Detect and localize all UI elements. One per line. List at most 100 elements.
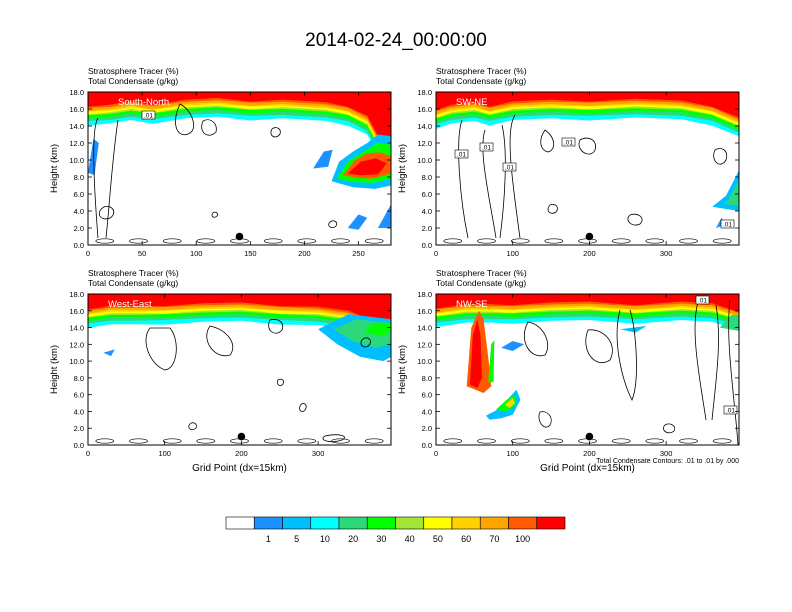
- y-tick-label: 18.0: [69, 290, 84, 299]
- y-tick-label: 12.0: [69, 340, 84, 349]
- y-tick-label: 0.0: [74, 241, 84, 250]
- condensate-contour: [509, 114, 521, 239]
- condensate-contour: [679, 238, 698, 244]
- colorbar-swatch: [310, 516, 340, 530]
- x-tick-label: 200: [583, 449, 596, 458]
- condensate-contour: [364, 238, 384, 244]
- tracer-blob: [505, 398, 515, 409]
- x-tick-label: 200: [583, 249, 596, 258]
- y-tick-label: 4.0: [422, 207, 432, 216]
- condensate-contour: [360, 337, 371, 348]
- colorbar-label: 5: [294, 534, 299, 544]
- condensate-contour: [188, 422, 197, 431]
- y-tick-label: 14.0: [417, 324, 432, 333]
- panel-sw-ne: .01 .01 .01 .01 .01 0.0 2.0 4.0 6.0 8.0 10.0 12.0 14…: [397, 66, 740, 258]
- x-tick-label: 50: [138, 249, 146, 258]
- condensate-contour: [175, 103, 194, 136]
- condensate-contour: [328, 220, 338, 229]
- y-tick-label: 2.0: [422, 224, 432, 233]
- condensate-contour: [611, 238, 631, 244]
- condensate-contour: [544, 438, 564, 444]
- panel-title-line: Total Condensate (g/kg): [88, 278, 178, 288]
- location-marker: [235, 232, 244, 241]
- y-tick-label: 10.0: [69, 357, 84, 366]
- y-tick-label: 10.0: [69, 156, 84, 165]
- y-tick-label: 6.0: [74, 391, 84, 400]
- colorbar-label: 20: [348, 534, 358, 544]
- condensate-contour: [331, 238, 350, 244]
- x-tick-label: 100: [158, 449, 171, 458]
- cross-section-label: NW-SE: [456, 299, 488, 310]
- condensate-contour: [299, 403, 307, 412]
- x-tick-label: 300: [660, 449, 673, 458]
- condensate-contour: [196, 238, 216, 244]
- colorbar-label: 1: [266, 534, 271, 544]
- colorbar-label: 30: [376, 534, 386, 544]
- y-tick-label: 18.0: [417, 290, 432, 299]
- condensate-contour: [611, 438, 631, 444]
- tracer-patch: [347, 214, 368, 230]
- y-tick-label: 0.0: [422, 241, 432, 250]
- condensate-contour: [364, 438, 384, 444]
- contour-label: .01: [726, 408, 735, 415]
- x-tick-label: 100: [190, 249, 203, 258]
- y-tick-label: 14.0: [69, 324, 84, 333]
- y-tick-label: 8.0: [74, 374, 84, 383]
- x-tick-label: 100: [506, 249, 519, 258]
- contour-label-box: [502, 162, 517, 172]
- colorbar: 1 5 10 20 30 40 50 60 70 100: [225, 516, 566, 544]
- tracer-patch: [313, 149, 333, 169]
- tracer-patch: [378, 204, 391, 228]
- y-tick-label: 2.0: [74, 224, 84, 233]
- y-tick-label: 6.0: [422, 190, 432, 199]
- panel-title-line: Total Condensate (g/kg): [436, 76, 526, 86]
- x-tick-label: 250: [352, 249, 365, 258]
- condensate-contour: [268, 319, 284, 334]
- colorbar-label: 10: [320, 534, 330, 544]
- condensate-contour: [270, 127, 281, 138]
- y-tick-label: 4.0: [422, 407, 432, 416]
- condensate-contour: [547, 204, 558, 214]
- condensate-contour: [297, 238, 317, 244]
- panel-south-north: .01 0.0 2.0 4.0 6.0 8.0 10.0 12.0 14.0 16.0 18.0 0 5…: [49, 66, 392, 258]
- colorbar-swatch: [338, 516, 368, 530]
- y-tick-label: 12.0: [417, 139, 432, 148]
- contour-label: .01: [505, 165, 514, 172]
- tracer-field: .01: [88, 92, 391, 244]
- condensate-contour: [129, 238, 148, 244]
- condensate-contour: [679, 438, 698, 444]
- tracer-band: [88, 294, 391, 324]
- x-axis-label: Grid Point (dx=15km): [540, 463, 635, 474]
- contour-label: .01: [564, 140, 573, 147]
- condensate-contour: [616, 309, 637, 401]
- tracer-patch: [620, 325, 647, 333]
- plot-frame: [87, 91, 392, 246]
- panel-title-line: Stratosphere Tracer (%): [88, 66, 179, 76]
- contour-label-box: [561, 137, 576, 147]
- y-tick-label: 14.0: [69, 122, 84, 131]
- condensate-contour: [585, 329, 613, 363]
- x-tick-label: 300: [660, 249, 673, 258]
- tracer-streamer: [488, 340, 495, 383]
- condensate-contour: [129, 438, 148, 444]
- contour-label: .01: [698, 298, 707, 305]
- tracer-patch: [103, 349, 115, 357]
- location-marker: [585, 232, 594, 241]
- tracer-streamer: [469, 319, 482, 388]
- colorbar-swatch: [253, 516, 283, 530]
- tracer-field: [88, 294, 391, 444]
- condensate-contour: [95, 438, 115, 444]
- x-tick-label: 0: [434, 249, 438, 258]
- x-tick-label: 300: [312, 449, 325, 458]
- condensate-contour: [477, 438, 496, 444]
- tracer-patch: [364, 322, 391, 336]
- condensate-contour: [694, 301, 719, 421]
- x-tick-label: 200: [298, 249, 311, 258]
- condensate-contour: [443, 238, 463, 244]
- contour-label: .01: [723, 222, 732, 229]
- condensate-contour: [523, 321, 549, 357]
- condensate-contour: [162, 438, 182, 444]
- colorbar-label: 40: [405, 534, 415, 544]
- location-marker: [237, 432, 246, 441]
